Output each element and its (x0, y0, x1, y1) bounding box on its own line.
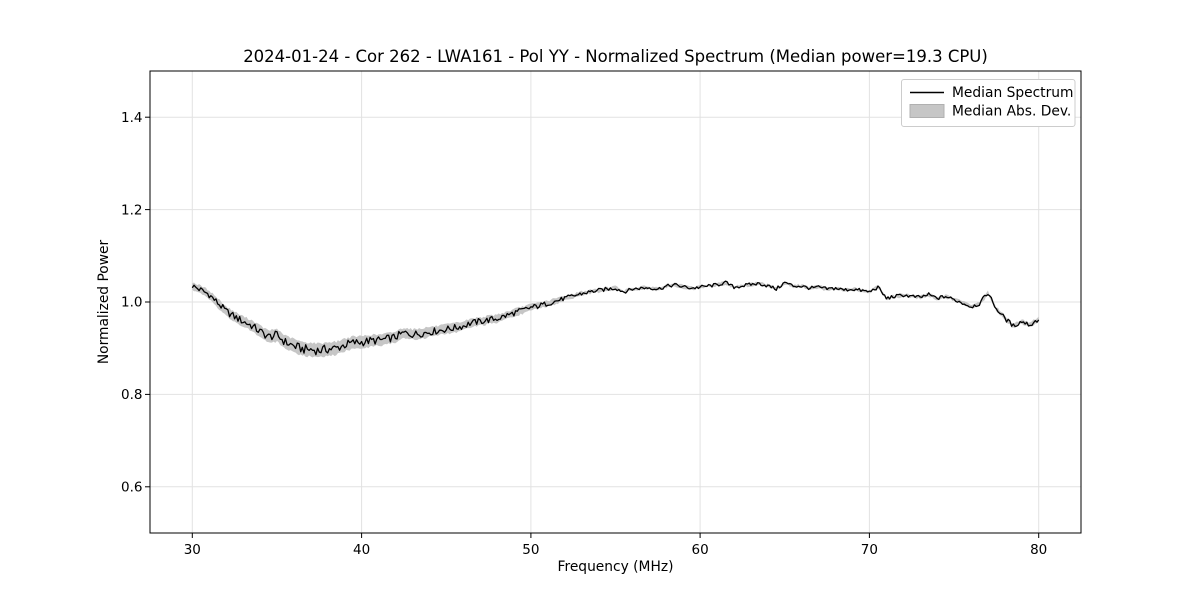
x-tick-label: 30 (184, 542, 201, 558)
y-tick-label: 0.8 (121, 387, 142, 403)
median-spectrum-line (191, 280, 1040, 356)
median-line-layer (191, 280, 1040, 356)
x-tick-label: 80 (1030, 542, 1047, 558)
legend-box (901, 79, 1076, 127)
y-tick-label: 1.4 (121, 110, 142, 126)
legend-entry-median-abs-dev: Median Abs. Dev. (952, 104, 1071, 120)
legend-entry-median-spectrum: Median Spectrum (952, 85, 1073, 101)
legend-patch-sample (909, 104, 945, 118)
x-tick-label: 40 (353, 542, 370, 558)
tick-layer (145, 116, 1040, 538)
x-tick-label: 50 (522, 542, 539, 558)
y-tick-label: 0.6 (121, 480, 142, 496)
mad-band (192, 281, 1039, 358)
y-tick-label: 1.0 (121, 295, 142, 311)
x-tick-label: 70 (861, 542, 878, 558)
chart-title: 2024-01-24 - Cor 262 - LWA161 - Pol YY -… (243, 47, 988, 66)
y-axis-label: Normalized Power (96, 240, 112, 365)
mad-band-layer (192, 281, 1039, 358)
y-tick-label: 1.2 (121, 202, 142, 218)
grid-layer (150, 71, 1081, 533)
legend: Median Spectrum Median Abs. Dev. (901, 79, 1076, 127)
tick-label-layer: 30 40 50 60 70 80 0.6 0.8 1.0 1.2 1.4 (121, 110, 1047, 558)
x-tick-label: 60 (692, 542, 709, 558)
x-axis-label: Frequency (MHz) (558, 559, 674, 575)
